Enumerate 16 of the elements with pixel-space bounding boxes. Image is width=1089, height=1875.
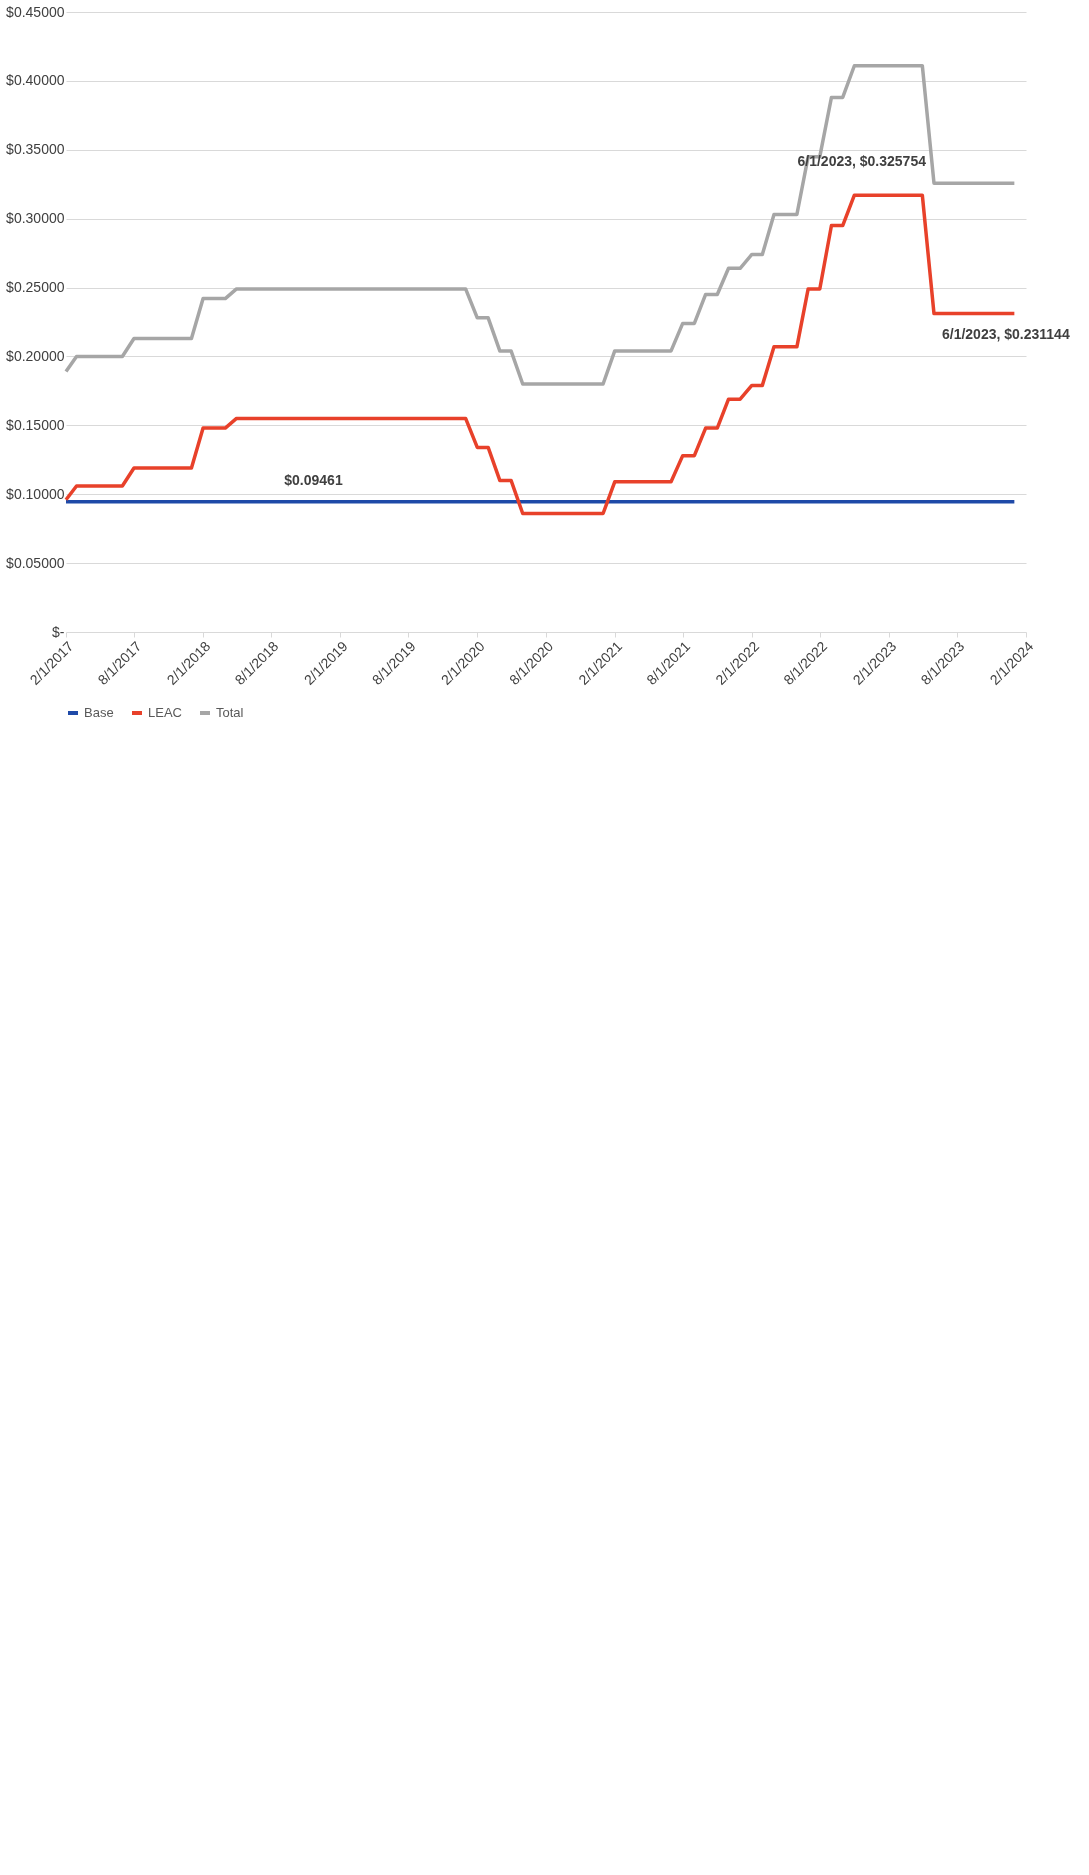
y-tick-label: $0.35000: [6, 141, 65, 158]
annotation: $0.09461: [284, 471, 343, 488]
y-tick-label: $0.05000: [6, 554, 65, 571]
y-tick-label: $0.20000: [6, 347, 65, 364]
legend-label: Base: [84, 705, 114, 720]
annotation: 6/1/2023, $0.325754: [797, 153, 927, 170]
y-tick-label: $0.10000: [6, 485, 65, 502]
y-tick-label: $0.25000: [6, 279, 65, 296]
y-tick-label: $0.40000: [6, 72, 65, 89]
y-tick-label: $-: [52, 623, 65, 640]
y-tick-label: $0.15000: [6, 416, 65, 433]
legend-label: Total: [216, 705, 244, 720]
legend-label: LEAC: [148, 705, 182, 720]
y-tick-label: $0.30000: [6, 210, 65, 227]
y-tick-label: $0.45000: [6, 3, 65, 20]
annotation: 6/1/2023, $0.231144: [941, 325, 1070, 342]
